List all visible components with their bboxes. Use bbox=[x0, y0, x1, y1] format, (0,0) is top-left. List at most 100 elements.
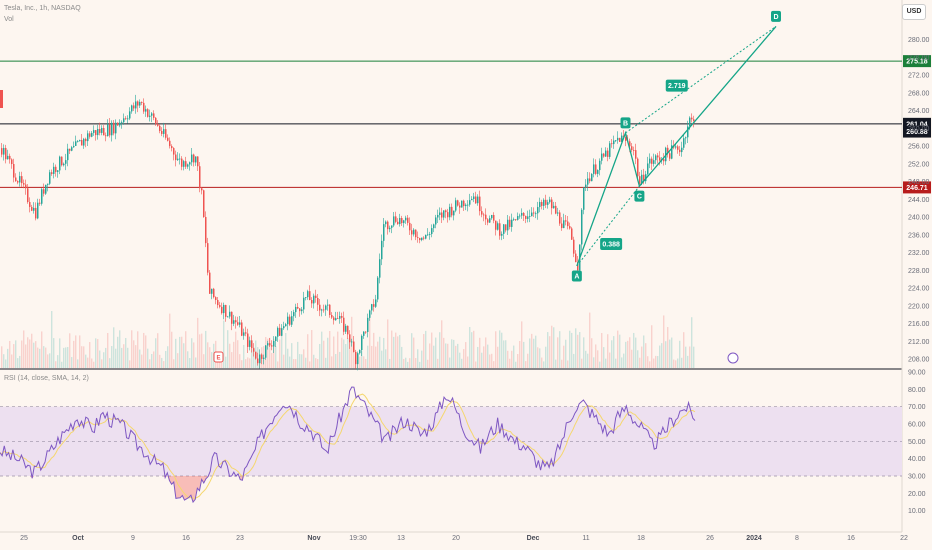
candle-body bbox=[563, 220, 565, 229]
candle-body bbox=[329, 304, 331, 315]
candle-body bbox=[49, 172, 51, 184]
volume-bar bbox=[209, 347, 211, 368]
volume-bar bbox=[181, 336, 183, 368]
candle-body bbox=[287, 316, 289, 325]
volume-bar bbox=[487, 344, 489, 368]
volume-label: Vol bbox=[4, 16, 14, 23]
candle-body bbox=[599, 160, 601, 171]
candle-body bbox=[229, 311, 231, 317]
volume-bar bbox=[573, 353, 575, 368]
candle-body bbox=[475, 196, 477, 204]
volume-bar bbox=[609, 352, 611, 368]
price-tick-label: 248.00 bbox=[908, 179, 930, 186]
volume-bar bbox=[483, 346, 485, 368]
volume-bar bbox=[551, 325, 553, 368]
volume-bar bbox=[525, 361, 527, 368]
candle-body bbox=[47, 183, 49, 185]
candle-body bbox=[183, 161, 185, 167]
candle-body bbox=[589, 178, 591, 182]
pattern-point-a bbox=[571, 270, 582, 282]
date-tick-label: 8 bbox=[795, 535, 799, 542]
volume-bar bbox=[505, 340, 507, 368]
candle-body bbox=[399, 218, 401, 225]
volume-bar bbox=[21, 340, 23, 368]
volume-bar bbox=[463, 349, 465, 368]
candle-body bbox=[379, 259, 381, 278]
candle-body bbox=[573, 239, 575, 254]
volume-bar bbox=[411, 333, 413, 368]
candle-body bbox=[601, 153, 603, 161]
volume-bar bbox=[245, 359, 247, 368]
volume-bar bbox=[393, 336, 395, 368]
volume-bar bbox=[443, 337, 445, 368]
volume-bar bbox=[481, 352, 483, 368]
currency-button[interactable]: USD bbox=[902, 4, 926, 20]
candle-body bbox=[37, 202, 39, 219]
volume-bar bbox=[605, 358, 607, 368]
volume-bar bbox=[221, 359, 223, 368]
candle-body bbox=[163, 129, 165, 134]
volume-bar bbox=[689, 346, 691, 368]
volume-bar bbox=[3, 354, 5, 368]
candle-body bbox=[389, 227, 391, 230]
volume-bar bbox=[403, 358, 405, 368]
candle-body bbox=[371, 304, 373, 311]
candle-body bbox=[545, 199, 547, 205]
volume-bar bbox=[491, 353, 493, 368]
candle-body bbox=[607, 150, 609, 157]
volume-bar bbox=[345, 344, 347, 368]
volume-bar bbox=[115, 348, 117, 368]
candle-body bbox=[145, 109, 147, 112]
volume-bar bbox=[71, 357, 73, 368]
volume-bar bbox=[597, 350, 599, 368]
candle-body bbox=[81, 140, 83, 146]
candle-body bbox=[39, 202, 41, 204]
date-tick-label: 20 bbox=[452, 535, 460, 542]
candle-body bbox=[201, 188, 203, 191]
candle-body bbox=[495, 220, 497, 230]
price-tick-label: 212.00 bbox=[908, 339, 930, 346]
candle-body bbox=[283, 326, 285, 329]
dividend-icon[interactable] bbox=[727, 352, 739, 364]
volume-bar bbox=[419, 361, 421, 368]
volume-bar bbox=[465, 342, 467, 368]
price-tick-label: 244.00 bbox=[908, 197, 930, 204]
volume-bar bbox=[331, 356, 333, 368]
volume-bar bbox=[517, 354, 519, 368]
candle-body bbox=[43, 189, 45, 194]
candle-body bbox=[557, 212, 559, 214]
candle-body bbox=[561, 223, 563, 229]
volume-bar bbox=[521, 321, 523, 368]
candle-body bbox=[299, 308, 301, 312]
date-tick-label: Oct bbox=[72, 535, 84, 542]
date-tick-label: 26 bbox=[706, 535, 714, 542]
candle-body bbox=[199, 166, 201, 189]
volume-bar bbox=[143, 332, 145, 368]
candle-body bbox=[193, 154, 195, 163]
candle-body bbox=[317, 297, 319, 305]
candle-body bbox=[583, 187, 585, 210]
candle-body bbox=[263, 357, 265, 359]
volume-bar bbox=[61, 361, 63, 368]
volume-bar bbox=[515, 361, 517, 368]
volume-bar bbox=[621, 357, 623, 368]
candle-body bbox=[407, 217, 409, 223]
volume-bar bbox=[349, 340, 351, 368]
candle-body bbox=[357, 353, 359, 365]
volume-bar bbox=[179, 336, 181, 368]
candle-body bbox=[469, 200, 471, 205]
volume-bar bbox=[581, 358, 583, 368]
candle-body bbox=[339, 315, 341, 319]
candle-body bbox=[295, 306, 297, 313]
volume-bar bbox=[497, 346, 499, 368]
candle-body bbox=[505, 224, 507, 231]
candle-body bbox=[347, 325, 349, 335]
earnings-icon[interactable] bbox=[213, 351, 224, 363]
candle-body bbox=[651, 158, 653, 164]
volume-bar bbox=[177, 353, 179, 368]
candle-body bbox=[575, 253, 577, 263]
volume-bar bbox=[593, 357, 595, 368]
candle-body bbox=[501, 233, 503, 236]
candle-body bbox=[449, 206, 451, 218]
